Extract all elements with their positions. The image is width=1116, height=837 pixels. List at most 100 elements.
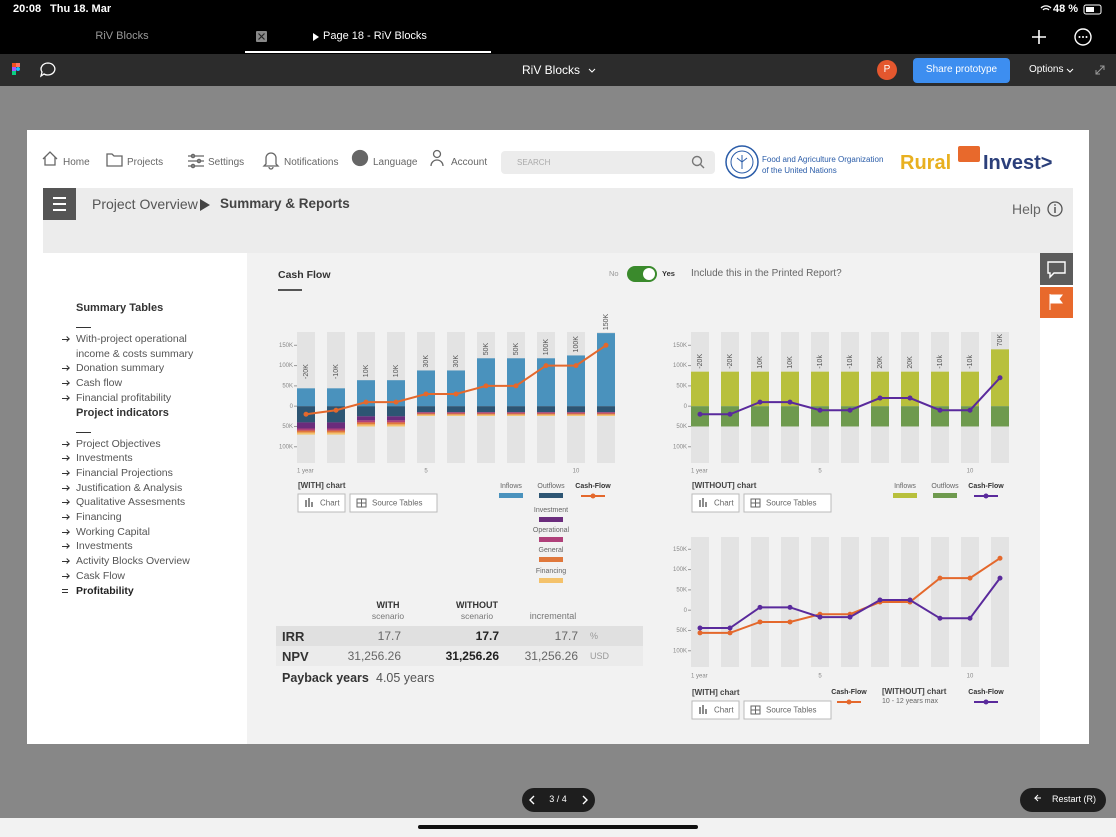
x-tick-label: 5 xyxy=(424,469,428,475)
info-icon[interactable] xyxy=(1047,201,1063,217)
chevron[interactable] xyxy=(588,68,596,73)
button-label[interactable]: Source Tables xyxy=(372,499,423,508)
flag-tab[interactable] xyxy=(1040,287,1073,318)
bar xyxy=(811,406,829,427)
sidebar-link[interactable]: Project Objectives xyxy=(60,437,211,452)
point xyxy=(817,407,823,413)
sidebar-link[interactable]: Qualitative Assesments xyxy=(60,495,211,510)
expand-icon[interactable] xyxy=(1095,65,1105,75)
sidebar-link[interactable]: With-project operational income & costs … xyxy=(60,332,211,361)
bar xyxy=(751,406,769,427)
data-label: 10K xyxy=(363,364,370,377)
sidebar-link[interactable]: Financial profitability xyxy=(60,391,211,406)
y-tick-label: 0 xyxy=(290,404,294,410)
next-button[interactable] xyxy=(582,795,588,805)
section-list: Project Objectives Investments Financial P… xyxy=(60,437,240,599)
bar xyxy=(507,412,525,414)
table-icon xyxy=(750,498,761,508)
nav-link[interactable]: Projects xyxy=(127,157,164,168)
chart-icon xyxy=(305,498,313,507)
avatar-initial: P xyxy=(883,64,891,75)
button-label[interactable]: Chart xyxy=(714,706,734,715)
button[interactable] xyxy=(743,700,832,720)
button[interactable] xyxy=(743,493,832,513)
sidebar-link[interactable]: Working Capital xyxy=(60,525,211,540)
table-row xyxy=(276,626,643,646)
y-tick-label: 100K xyxy=(673,444,687,450)
bar xyxy=(387,424,405,427)
battery-icon xyxy=(1083,4,1102,15)
x-tick-label: 5 xyxy=(818,674,822,680)
figma-logo[interactable] xyxy=(12,63,20,75)
avatar[interactable] xyxy=(877,60,897,80)
bar xyxy=(477,413,495,415)
bar xyxy=(961,371,979,407)
sidebar-link[interactable]: Financial Projections xyxy=(60,466,211,481)
bar xyxy=(537,412,555,414)
options-menu[interactable]: Options xyxy=(1029,64,1064,75)
comment-icon[interactable] xyxy=(39,62,56,78)
table-cell: % xyxy=(590,631,599,641)
comment-tab[interactable] xyxy=(1040,253,1073,285)
legend-caption: [WITHOUT] chart xyxy=(882,687,947,696)
button[interactable] xyxy=(349,493,438,513)
sidebar-link[interactable]: Cask Flow xyxy=(60,569,211,584)
sidebar: Summary Tables With-project operational i… xyxy=(60,301,240,598)
bar xyxy=(357,420,375,423)
data-label: 10K xyxy=(787,356,794,369)
nav-link[interactable]: Language xyxy=(373,157,418,168)
button-label[interactable]: Chart xyxy=(714,499,734,508)
share-label[interactable]: Share prototype xyxy=(925,64,998,75)
bar xyxy=(841,406,859,427)
bar xyxy=(567,412,585,414)
nav-icons xyxy=(42,149,444,170)
nav-link[interactable]: Home xyxy=(63,157,90,168)
nav-link[interactable]: Account xyxy=(451,157,488,168)
button-label[interactable]: Chart xyxy=(320,499,340,508)
x-tick-label: 10 xyxy=(573,469,580,475)
bar xyxy=(417,413,435,415)
nav-link[interactable]: Settings xyxy=(208,157,245,168)
search-box[interactable] xyxy=(501,151,715,174)
data-label: 10K xyxy=(757,356,764,369)
sidebar-link[interactable]: Investments xyxy=(60,451,211,466)
chevron[interactable] xyxy=(1066,68,1074,73)
sidebar-link[interactable]: Cash flow xyxy=(60,376,211,391)
data-label: -10k xyxy=(967,355,974,369)
sidebar-link[interactable]: Donation summary xyxy=(60,361,211,376)
bar xyxy=(327,422,345,429)
prev-button[interactable] xyxy=(529,795,535,805)
tab[interactable]: RiV Blocks xyxy=(95,30,149,42)
file-name[interactable]: RiV Blocks xyxy=(521,63,580,77)
help-link[interactable]: Help xyxy=(1012,201,1041,217)
data-label: 50K xyxy=(513,342,520,355)
menu-button[interactable] xyxy=(43,188,76,220)
button-label[interactable]: Source Tables xyxy=(766,706,817,715)
more-button[interactable] xyxy=(1074,28,1092,46)
restart-label[interactable]: Restart (R) xyxy=(1052,794,1097,804)
fao-name: of the United Nations xyxy=(762,166,837,175)
button-label[interactable]: Source Tables xyxy=(766,499,817,508)
tab[interactable]: Page 18 - RiV Blocks xyxy=(323,30,427,42)
column-subtitle: scenario xyxy=(460,611,494,621)
toggle[interactable] xyxy=(627,266,657,282)
y-tick-label: 100K xyxy=(279,363,293,369)
share-button[interactable] xyxy=(913,58,1010,83)
point xyxy=(787,619,793,625)
search-placeholder[interactable]: SEARCH xyxy=(517,158,551,167)
new-tab[interactable] xyxy=(1032,30,1046,44)
nav-link[interactable]: Notifications xyxy=(284,157,339,168)
y-tick-label: 100K xyxy=(673,363,687,369)
bar xyxy=(327,430,345,433)
sidebar-link[interactable]: Activity Blocks Overview xyxy=(60,554,211,569)
sidebar-link[interactable]: Justification & Analysis xyxy=(60,481,211,496)
breadcrumb-link[interactable]: Project Overview xyxy=(92,196,198,212)
bar xyxy=(567,406,585,413)
bar xyxy=(537,406,555,413)
close-tab[interactable] xyxy=(256,31,267,42)
sidebar-link[interactable]: Financing xyxy=(60,510,211,525)
restart-button[interactable] xyxy=(1020,788,1106,812)
sidebar-link[interactable]: Investments xyxy=(60,539,211,554)
bar xyxy=(447,413,465,415)
sidebar-link[interactable]: Profitability xyxy=(60,584,211,599)
